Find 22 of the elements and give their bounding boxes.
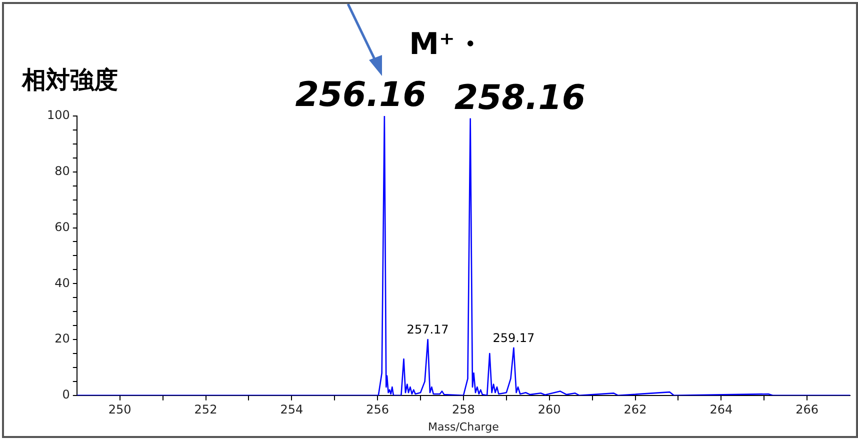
y-tick-label: 20 [54,332,70,346]
y-tick-label: 40 [54,276,70,290]
x-tick-label: 250 [108,402,132,417]
x-tick-label: 252 [194,402,218,417]
x-tick-label: 258 [452,402,475,417]
y-axis-title: 相対強度 [21,67,118,94]
x-tick-label: 266 [796,402,819,417]
y-tick-label: 0 [62,388,70,402]
y-tick-label: 100 [47,108,70,122]
y-tick-label: 60 [54,220,70,234]
annotation: 259.17 [492,331,535,346]
annotation: 257.17 [406,322,449,337]
x-tick-label: 264 [710,402,733,417]
x-tick-label: 260 [538,402,561,417]
annotation: 258.16 [454,78,586,118]
annotation: 256.16 [295,75,426,115]
x-tick-label: 262 [624,402,647,417]
x-tick-label: 254 [280,402,304,417]
chart-title: M⁺・ [409,26,485,62]
x-axis-title: Mass/Charge [428,420,500,434]
x-tick-label: 256 [366,402,390,417]
y-tick-label: 80 [54,164,70,178]
